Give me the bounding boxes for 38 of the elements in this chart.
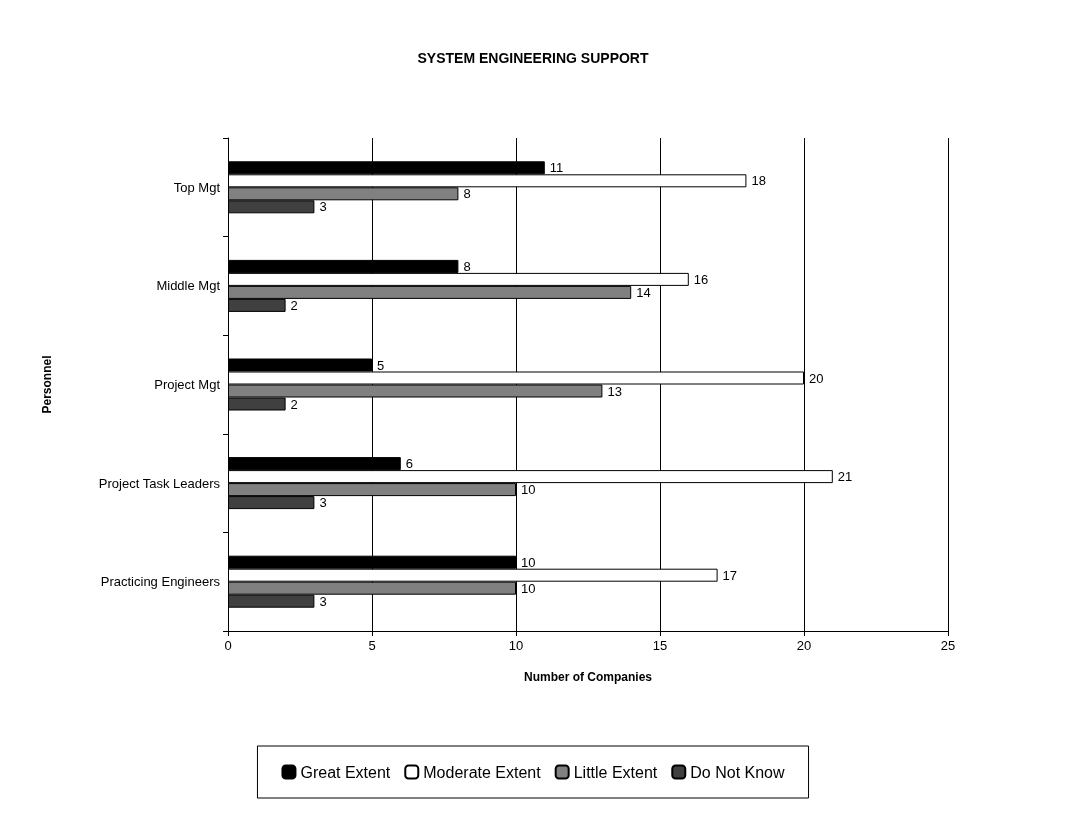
x-tick-label: 15 [652, 638, 668, 653]
data-label: 20 [809, 370, 824, 386]
data-label: 10 [521, 580, 536, 596]
data-label: 17 [722, 567, 738, 583]
legend-label: Great Extent [300, 763, 391, 781]
y-tick-label: Top Mgt [173, 179, 221, 195]
legend-label: Do Not Know [690, 763, 785, 781]
data-label: 8 [463, 258, 471, 274]
x-axis-title: Number of Companies [523, 670, 653, 684]
data-label: 5 [377, 357, 385, 373]
chart-title: SYSTEM ENGINEERING SUPPORT [417, 50, 649, 66]
y-tick-label: Middle Mgt [156, 278, 221, 294]
y-tick-label: Practicing Engineers [100, 574, 221, 590]
data-label: 10 [521, 482, 536, 498]
y-tick-label: Project Task Leaders [98, 475, 221, 491]
y-tick-label: Project Mgt [154, 377, 221, 392]
data-label: 10 [521, 554, 536, 570]
x-tick-label: 5 [368, 638, 376, 653]
data-label: 11 [549, 160, 564, 176]
data-label: 14 [636, 284, 651, 300]
data-label: 13 [607, 383, 622, 399]
x-tick-label: 0 [224, 638, 232, 653]
data-label: 16 [693, 271, 709, 287]
x-tick-label: 25 [940, 638, 956, 653]
data-label: 18 [751, 173, 766, 189]
data-label: 3 [319, 593, 327, 609]
data-label: 2 [290, 396, 298, 412]
data-label: 3 [319, 495, 327, 511]
data-label: 2 [290, 297, 298, 313]
legend-label: Little Extent [573, 763, 658, 781]
legend-label: Moderate Extent [423, 763, 542, 781]
data-label: 21 [837, 469, 853, 485]
x-tick-label: 20 [796, 638, 812, 653]
data-label: 8 [463, 186, 471, 202]
y-axis-title: Personnel [40, 355, 54, 414]
data-label: 3 [319, 199, 327, 215]
x-tick-label: 10 [508, 638, 524, 653]
data-label: 6 [405, 456, 414, 472]
